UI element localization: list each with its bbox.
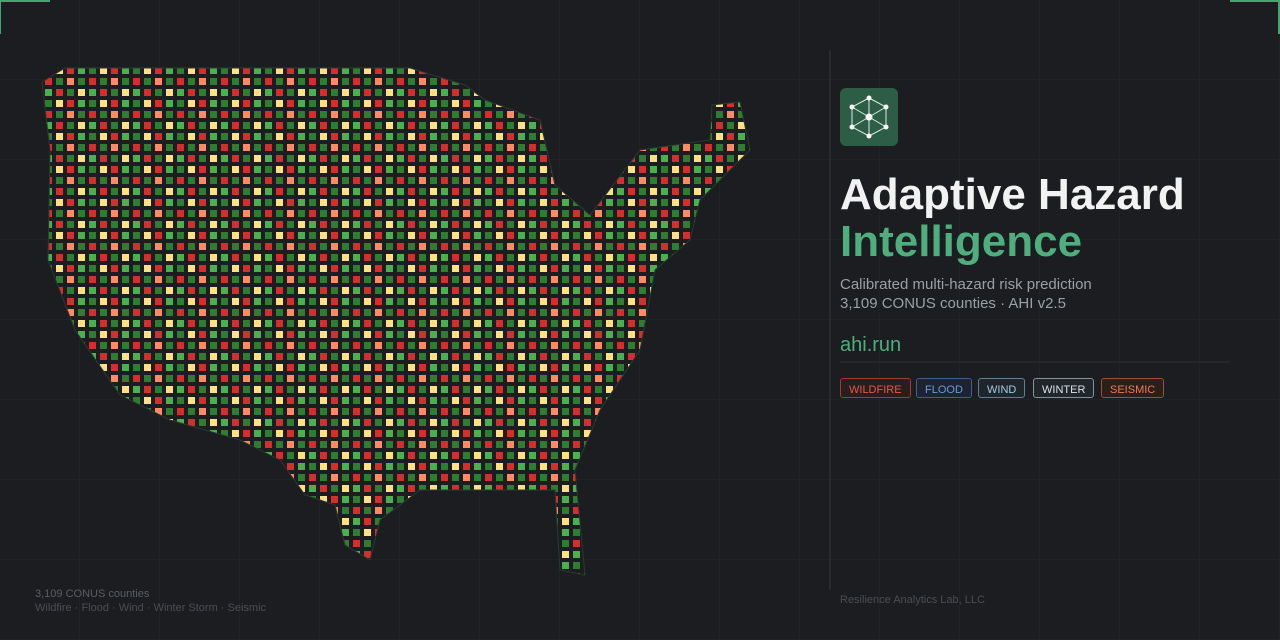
credit: Resilience Analytics Lab, LLC xyxy=(840,594,985,606)
footer-note: 3,109 CONUS counties xyxy=(35,588,150,600)
tag: WILDFIRE xyxy=(840,378,911,398)
logo-nodes xyxy=(849,95,889,139)
url: ahi.run xyxy=(840,334,902,356)
tag: SEISMIC xyxy=(1101,378,1165,398)
title: Adaptive Hazard xyxy=(840,170,1185,219)
us-map xyxy=(41,67,751,576)
title-accent: Intelligence xyxy=(840,217,1083,266)
tag: WIND xyxy=(978,378,1026,398)
subtitle: Calibrated multi-hazard risk prediction xyxy=(840,276,1092,293)
corner-accent xyxy=(0,0,1280,34)
tag: FLOOD xyxy=(916,378,972,398)
footer-note: Wildfire · Flood · Wind · Winter Storm ·… xyxy=(35,602,267,614)
subtitle: 3,109 CONUS counties · AHI v2.5 xyxy=(840,295,1066,312)
tag: WINTER xyxy=(1033,378,1095,398)
